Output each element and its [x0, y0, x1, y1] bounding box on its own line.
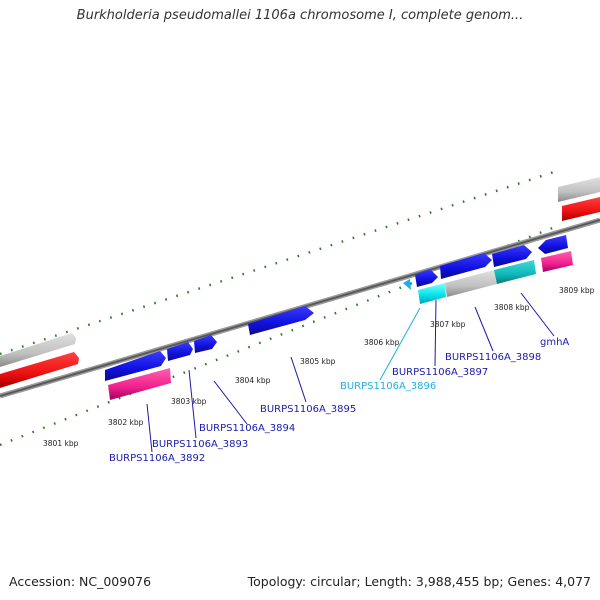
feature-pink-3892[interactable]	[108, 368, 171, 400]
kbp-label-3804: 3804 kbp	[235, 376, 271, 385]
gene-label-3893[interactable]: BURPS1106A_3893	[152, 439, 248, 450]
gene-arrow-BURPS1106A_3897[interactable]	[440, 253, 492, 279]
feature-pink-gmhA[interactable]	[541, 251, 573, 272]
feature-gray-right[interactable]	[558, 177, 600, 202]
gene-label-3895[interactable]: BURPS1106A_3895	[260, 404, 356, 415]
feature-teal-3898[interactable]	[494, 260, 536, 284]
gene-arrow-small-cyan[interactable]	[403, 279, 411, 290]
gene-arrow-BURPS1106A_3895[interactable]	[248, 306, 314, 335]
topology-text: Topology: circular; Length: 3,988,455 bp…	[247, 574, 591, 589]
gene-label-3892[interactable]: BURPS1106A_3892	[109, 453, 205, 464]
gene-arrow-BURPS1106A_3898[interactable]	[492, 245, 532, 267]
feature-red-left[interactable]	[0, 352, 79, 388]
kbp-label-3802: 3802 kbp	[108, 418, 144, 427]
gene-label-3896[interactable]: BURPS1106A_3896	[340, 381, 436, 392]
kbp-label-3808: 3808 kbp	[494, 303, 530, 312]
feature-cyan-3896[interactable]	[418, 283, 446, 304]
feature-red-right[interactable]	[562, 197, 600, 221]
kbp-label-3809: 3809 kbp	[559, 286, 595, 295]
gene-label-gmhA[interactable]: gmhA	[540, 337, 569, 348]
accession-text: Accession: NC_009076	[9, 574, 152, 589]
gene-label-3897[interactable]: BURPS1106A_3897	[392, 367, 488, 378]
feature-gray-left[interactable]	[0, 333, 76, 367]
kbp-label-3803: 3803 kbp	[171, 397, 207, 406]
kbp-label-3807: 3807 kbp	[430, 320, 466, 329]
kbp-label-3805: 3805 kbp	[300, 357, 336, 366]
leader-lines	[146, 292, 555, 453]
kbp-label-3801: 3801 kbp	[43, 439, 79, 448]
gene-label-3894[interactable]: BURPS1106A_3894	[199, 423, 295, 434]
gene-label-3898[interactable]: BURPS1106A_3898	[445, 352, 541, 363]
gene-arrow-BURPS1106A_3893[interactable]	[167, 342, 193, 361]
map-title: Burkholderia pseudomallei 1106a chromoso…	[76, 8, 524, 23]
feature-gray-3897[interactable]	[445, 270, 497, 297]
gene-arrow-BURPS1106A_3896[interactable]	[415, 269, 438, 287]
gene-arrow-BURPS1106A_3894[interactable]	[194, 335, 217, 353]
gene-arrow-BURPS1106A_3892[interactable]	[105, 351, 166, 381]
gene-arrow-gmhA[interactable]	[538, 235, 568, 254]
kbp-label-3806: 3806 kbp	[364, 338, 400, 347]
